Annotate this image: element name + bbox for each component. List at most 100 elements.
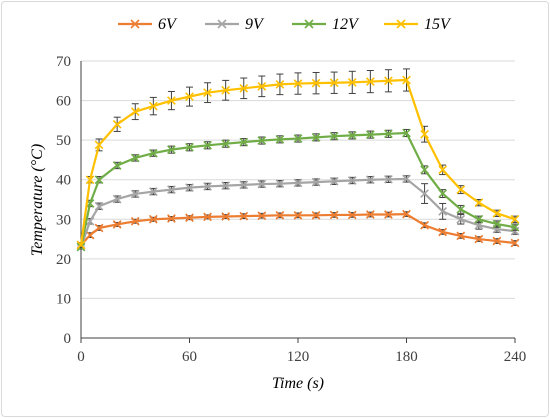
x-tick-label-120: 120 <box>287 349 310 365</box>
y-tick-label-30: 30 <box>56 212 71 228</box>
data-point <box>420 129 429 139</box>
series-12V <box>76 128 520 252</box>
data-point <box>203 212 212 222</box>
legend-item-12V: 12V <box>292 16 360 33</box>
data-point <box>347 78 357 87</box>
data-point <box>203 182 212 191</box>
data-point <box>438 227 448 237</box>
data-point <box>329 78 339 88</box>
data-point <box>275 210 285 220</box>
data-point <box>384 210 393 219</box>
x-tick-label-60: 60 <box>182 349 197 365</box>
data-point <box>85 230 95 240</box>
legend-label: 15V <box>424 16 452 33</box>
y-tick-labels: 0 10 20 30 40 50 60 70 <box>56 54 71 347</box>
data-point <box>420 220 429 230</box>
data-point <box>402 75 411 85</box>
data-point <box>402 128 411 138</box>
data-point <box>293 210 303 220</box>
data-point <box>311 177 321 187</box>
legend-label: 12V <box>332 16 360 33</box>
data-point <box>257 211 267 221</box>
data-point <box>148 101 158 111</box>
data-point <box>112 119 122 129</box>
data-point <box>492 236 502 246</box>
y-tick-label-60: 60 <box>56 94 71 110</box>
data-point <box>167 96 176 105</box>
data-point <box>148 148 158 158</box>
data-point <box>365 175 375 185</box>
data-point <box>492 208 502 218</box>
y-tick-label-70: 70 <box>56 54 71 70</box>
data-point <box>293 134 303 143</box>
data-point <box>474 234 484 244</box>
data-point <box>185 183 194 192</box>
data-point <box>112 194 122 204</box>
y-tick-label-20: 20 <box>56 252 71 268</box>
data-point <box>257 136 267 145</box>
data-point <box>185 92 194 101</box>
data-point <box>257 179 267 189</box>
data-point <box>130 189 140 199</box>
y-tick-label-10: 10 <box>56 291 71 307</box>
data-point <box>167 185 176 194</box>
data-point <box>148 187 158 196</box>
data-point <box>474 198 484 208</box>
data-point <box>275 79 285 89</box>
legend-label: 9V <box>245 16 265 33</box>
data-point <box>311 133 321 142</box>
data-point <box>402 209 411 219</box>
data-point <box>167 145 176 155</box>
x-tick-label-180: 180 <box>395 349 418 365</box>
data-point <box>420 165 429 175</box>
data-point <box>456 214 466 224</box>
data-point <box>239 211 249 221</box>
data-point <box>275 179 285 189</box>
data-point <box>85 175 95 185</box>
legend-marker <box>217 19 227 29</box>
data-point <box>257 81 267 91</box>
y-axis-label: Temperature (°C) <box>29 144 46 256</box>
data-point <box>76 240 86 250</box>
data-point <box>329 176 339 186</box>
data-point <box>221 181 231 191</box>
data-point <box>438 207 448 216</box>
data-point <box>185 142 194 152</box>
data-point <box>365 210 375 219</box>
data-point <box>94 175 104 185</box>
data-point <box>275 134 285 144</box>
series-group <box>76 68 520 252</box>
data-point <box>94 201 104 211</box>
data-point <box>438 189 448 198</box>
data-point <box>239 83 249 93</box>
data-point <box>365 77 375 86</box>
data-point <box>456 231 466 241</box>
data-point <box>420 189 429 198</box>
x-tick-label-240: 240 <box>504 349 527 365</box>
series-6V <box>76 209 520 250</box>
data-point <box>456 185 466 194</box>
x-axis-label: Time (s) <box>272 375 324 392</box>
data-point <box>510 214 520 224</box>
series-9V <box>76 174 520 252</box>
data-point <box>402 174 411 184</box>
data-point <box>112 161 122 170</box>
data-point <box>130 153 140 163</box>
x-tick-labels: 0 60 120 180 240 <box>77 349 526 365</box>
data-point <box>221 139 231 149</box>
data-point <box>329 131 339 141</box>
data-point <box>293 79 303 88</box>
legend-marker <box>396 19 406 29</box>
data-point <box>112 220 122 229</box>
data-point <box>311 210 321 220</box>
data-point <box>239 180 249 190</box>
y-tick-label-40: 40 <box>56 173 71 189</box>
data-point <box>221 212 231 221</box>
legend: 6V 9V 12V 15V <box>118 16 452 33</box>
data-point <box>203 140 212 150</box>
data-point <box>148 214 158 224</box>
data-point <box>329 210 339 220</box>
legend-item-15V: 15V <box>384 16 452 33</box>
